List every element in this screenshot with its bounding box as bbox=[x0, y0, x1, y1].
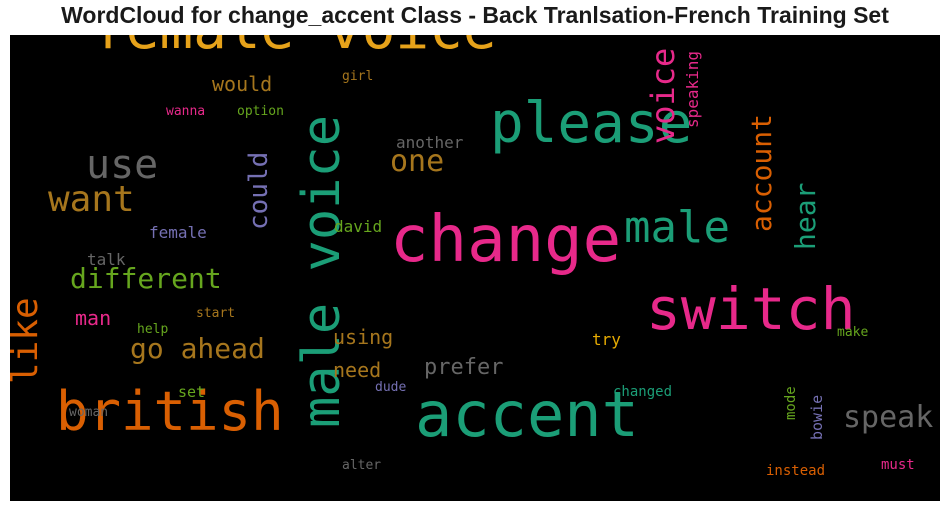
word-would: would bbox=[212, 72, 273, 97]
wordcloud-canvas: female voicepleasechangeswitchaccentbrit… bbox=[10, 35, 940, 501]
word-using: using bbox=[333, 325, 394, 350]
word-british: british bbox=[56, 379, 284, 443]
word-man: man bbox=[75, 306, 112, 331]
word-start: start bbox=[196, 305, 236, 321]
word-girl: girl bbox=[342, 68, 374, 84]
word-try: try bbox=[592, 329, 621, 349]
word-one: one bbox=[390, 143, 445, 179]
word-speak: speak bbox=[843, 399, 934, 435]
word-go-ahead: go ahead bbox=[130, 332, 265, 366]
word-like: like bbox=[10, 297, 46, 384]
word-wanna: wanna bbox=[166, 103, 206, 119]
word-prefer: prefer bbox=[424, 354, 504, 380]
word-instead: instead bbox=[766, 463, 826, 480]
word-account: account bbox=[745, 113, 778, 232]
word-bowie: bowie bbox=[808, 394, 826, 440]
word-female: female bbox=[149, 222, 207, 242]
word-could: could bbox=[244, 151, 274, 230]
chart-title: WordCloud for change_accent Class - Back… bbox=[61, 2, 889, 28]
word-male: male bbox=[624, 201, 730, 253]
word-option: option bbox=[237, 103, 284, 119]
word-alter: alter bbox=[342, 457, 382, 473]
word-want: want bbox=[48, 178, 135, 220]
word-need: need bbox=[333, 358, 382, 383]
word-david: david bbox=[334, 216, 383, 236]
word-set: set bbox=[178, 383, 206, 402]
word-changed: changed bbox=[613, 384, 673, 401]
word-dude: dude bbox=[375, 379, 407, 395]
word-another: another bbox=[396, 132, 464, 152]
word-voice: voice bbox=[644, 47, 682, 144]
word-woman: woman bbox=[69, 404, 109, 420]
word-female-voice: female voice bbox=[92, 35, 497, 58]
word-accent: accent bbox=[415, 377, 639, 451]
word-use: use bbox=[86, 141, 159, 188]
word-please: please bbox=[490, 91, 693, 157]
word-speaking: speaking bbox=[683, 50, 702, 128]
word-hear: hear bbox=[789, 182, 822, 250]
word-change: change bbox=[390, 203, 622, 278]
word-talk: talk bbox=[87, 249, 126, 269]
word-mode: mode bbox=[783, 386, 799, 420]
word-help: help bbox=[137, 321, 169, 337]
word-different: different bbox=[70, 262, 222, 296]
word-make: make bbox=[837, 324, 869, 340]
word-switch: switch bbox=[646, 274, 856, 343]
word-must: must bbox=[881, 457, 915, 474]
